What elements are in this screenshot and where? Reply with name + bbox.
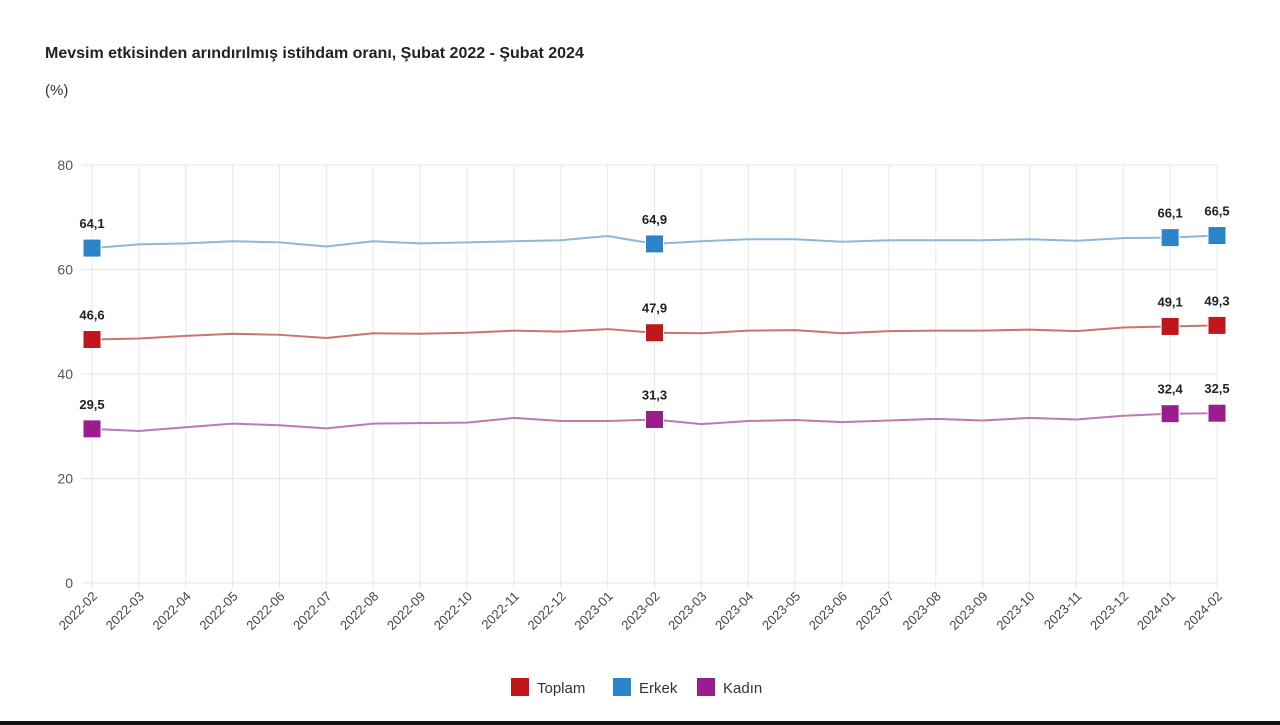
x-tick-label: 2023-01 [571,589,615,633]
x-tick-label: 2022-09 [384,589,428,633]
legend-label: Toplam [537,680,585,697]
data-point-marker [1160,316,1180,336]
legend-marker-toplam [511,678,529,696]
data-label: 29,5 [79,397,104,412]
x-tick-label: 2023-09 [946,589,990,633]
data-point-marker [1160,228,1180,248]
data-label: 66,1 [1157,206,1182,221]
data-point-marker [645,234,664,254]
data-point-marker [1160,404,1180,424]
x-tick-label: 2023-05 [759,589,803,633]
data-label: 47,9 [642,301,667,316]
data-label: 46,6 [79,308,104,323]
data-label: 49,3 [1204,293,1229,308]
x-tick-label: 2022-07 [290,589,334,633]
x-tick-label: 2022-03 [103,589,147,633]
data-label: 64,9 [642,212,667,227]
y-tick-label: 80 [57,157,73,173]
data-label: 66,5 [1204,204,1229,219]
x-tick-label: 2023-08 [900,589,944,633]
data-point-marker [1207,403,1227,423]
x-tick-label: 2023-07 [853,589,897,633]
data-label: 32,5 [1204,381,1229,396]
legend-label: Kadın [723,680,762,697]
chart-subtitle: (%) [45,82,69,99]
x-tick-label: 2024-01 [1134,589,1178,633]
legend-label: Erkek [639,680,678,697]
data-label: 49,1 [1157,294,1182,309]
x-tick-label: 2022-10 [431,589,475,633]
data-point-marker [82,419,102,439]
x-tick-label: 2022-11 [478,589,522,633]
legend-marker-erkek [613,678,631,696]
x-tick-label: 2023-11 [1041,589,1085,633]
x-tick-label: 2022-02 [56,589,100,633]
x-tick-label: 2022-08 [337,589,381,633]
legend-marker-kadın [697,678,715,696]
data-label: 64,1 [79,216,104,231]
data-label: 31,3 [642,387,667,402]
data-point-marker [645,323,664,343]
x-tick-label: 2024-02 [1181,589,1225,633]
data-point-marker [82,238,102,258]
x-tick-label: 2022-05 [196,589,240,633]
x-tick-label: 2023-03 [665,589,709,633]
data-point-marker [1207,315,1227,335]
x-tick-label: 2023-02 [618,589,662,633]
bottom-border [0,721,1280,725]
x-tick-label: 2023-12 [1087,589,1131,633]
x-tick-label: 2022-06 [243,589,287,633]
y-tick-label: 40 [57,366,73,382]
y-tick-label: 60 [57,262,73,278]
data-point-marker [1207,226,1227,246]
x-tick-label: 2022-12 [525,589,569,633]
data-point-marker [645,409,664,429]
x-tick-label: 2023-06 [806,589,850,633]
x-tick-label: 2023-10 [993,589,1037,633]
y-tick-label: 20 [57,471,73,487]
data-label: 32,4 [1157,382,1183,397]
chart-title: Mevsim etkisinden arındırılmış istihdam … [45,45,584,62]
y-tick-label: 0 [65,575,73,591]
x-tick-label: 2022-04 [150,589,194,633]
x-tick-label: 2023-04 [712,589,756,633]
data-point-marker [82,330,102,350]
